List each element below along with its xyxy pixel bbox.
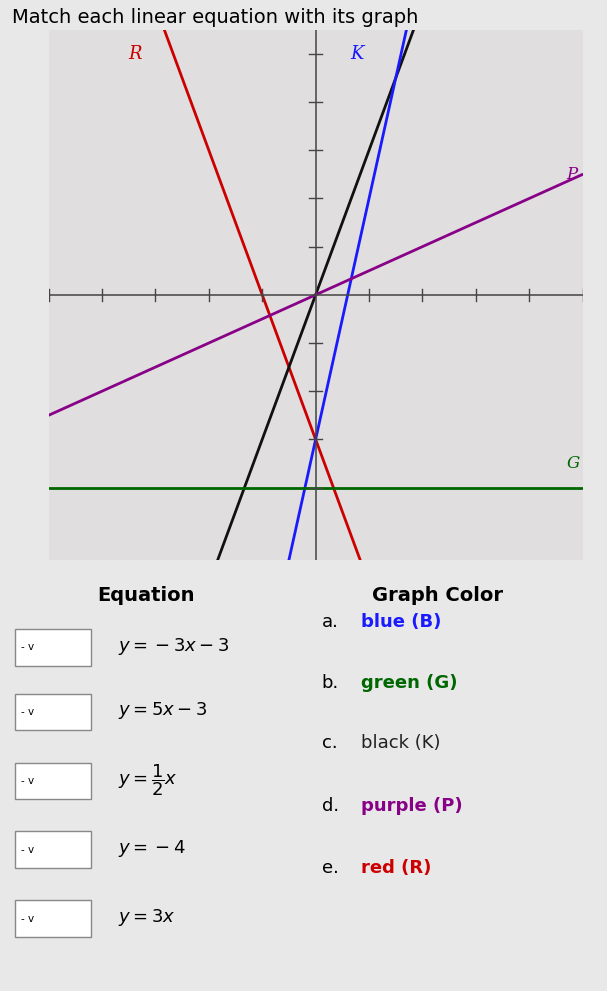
Text: P: P xyxy=(567,166,578,183)
Text: - v: - v xyxy=(21,844,35,854)
Text: $y = 3x$: $y = 3x$ xyxy=(118,907,176,929)
Text: black (K): black (K) xyxy=(361,734,441,752)
Text: Match each linear equation with its graph: Match each linear equation with its grap… xyxy=(12,8,418,27)
Text: - v: - v xyxy=(21,914,35,924)
Text: c.: c. xyxy=(322,734,337,752)
Text: a.: a. xyxy=(322,613,339,631)
Text: R: R xyxy=(129,45,142,62)
Text: Graph Color: Graph Color xyxy=(371,586,503,605)
FancyBboxPatch shape xyxy=(15,762,91,799)
Text: Equation: Equation xyxy=(97,586,194,605)
Text: b.: b. xyxy=(322,674,339,692)
Text: - v: - v xyxy=(21,776,35,786)
Text: $y = 5x - 3$: $y = 5x - 3$ xyxy=(118,701,208,721)
Text: e.: e. xyxy=(322,859,339,877)
Text: $y = -4$: $y = -4$ xyxy=(118,838,186,859)
FancyBboxPatch shape xyxy=(15,629,91,666)
Text: - v: - v xyxy=(21,642,35,652)
Text: $y = -3x - 3$: $y = -3x - 3$ xyxy=(118,635,230,657)
Text: purple (P): purple (P) xyxy=(361,797,463,815)
Text: green (G): green (G) xyxy=(361,674,458,692)
FancyBboxPatch shape xyxy=(15,694,91,730)
Text: red (R): red (R) xyxy=(361,859,432,877)
Text: - v: - v xyxy=(21,707,35,716)
Text: G: G xyxy=(567,455,580,473)
Text: d.: d. xyxy=(322,797,339,815)
Text: blue (B): blue (B) xyxy=(361,613,441,631)
Text: K: K xyxy=(350,45,364,62)
FancyBboxPatch shape xyxy=(15,831,91,868)
Text: $y = \dfrac{1}{2}x$: $y = \dfrac{1}{2}x$ xyxy=(118,762,178,798)
FancyBboxPatch shape xyxy=(15,901,91,937)
